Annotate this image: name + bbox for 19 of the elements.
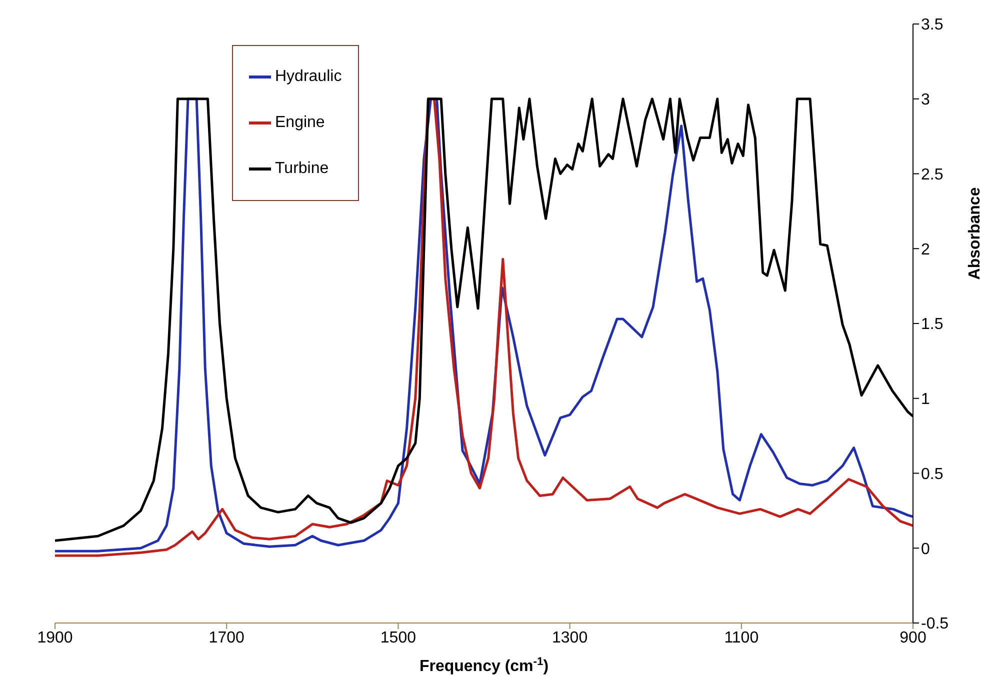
x-tick-label: 1500	[380, 629, 416, 646]
legend-label: Hydraulic	[275, 68, 342, 86]
y-tick-label: 2.5	[921, 166, 944, 184]
y-tick-label: 0	[921, 540, 930, 558]
x-tick-label: 1700	[208, 629, 244, 646]
x-tick-label: 900	[900, 629, 926, 646]
y-tick-label: 1	[921, 391, 930, 408]
x-axis-title: Frequency (cm$^{-1}$)	[419, 656, 549, 675]
y-tick-label: 3.5	[921, 16, 944, 34]
y-tick-label: 2	[921, 241, 930, 258]
x-tick-label: 1900	[37, 629, 73, 646]
x-tick-label: 1100	[724, 629, 759, 646]
legend-label: Turbine	[275, 160, 329, 178]
y-axis-title: Absorbance	[966, 187, 984, 280]
y-tick-label: 3	[921, 92, 930, 109]
x-tick-label: 1300	[552, 629, 588, 646]
y-tick-label: 1.5	[921, 316, 944, 334]
y-tick-label: 0.5	[921, 466, 944, 483]
legend-label: Engine	[275, 114, 325, 132]
